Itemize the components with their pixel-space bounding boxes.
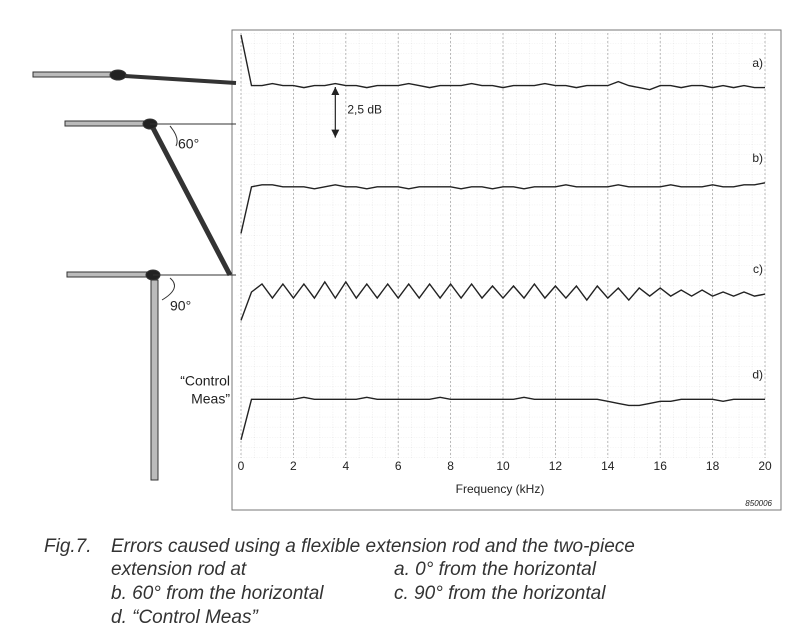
caption-text: Errors caused using a flexible extension…	[111, 536, 635, 557]
trace	[240, 182, 766, 234]
x-tick-label: 2	[290, 459, 297, 473]
trace	[240, 396, 765, 440]
x-tick-label: 10	[496, 459, 510, 473]
caption-label: Fig.7.	[44, 536, 92, 557]
control-label: “Control	[180, 373, 230, 389]
rod-0	[124, 74, 237, 85]
caption-item: c. 90° from the horizontal	[394, 583, 606, 604]
angle-arc	[161, 277, 175, 301]
x-tick-label: 6	[395, 459, 402, 473]
caption-item: b. 60° from the horizontal	[111, 583, 324, 604]
trace-label: b)	[752, 151, 763, 165]
probe-head	[109, 69, 127, 81]
angle-label: 90°	[170, 298, 191, 314]
trace-label: c)	[753, 262, 763, 276]
trace-label: a)	[752, 56, 763, 70]
x-tick-label: 16	[654, 459, 668, 473]
probe-drawings	[32, 69, 237, 481]
x-axis-title: Frequency (kHz)	[456, 482, 545, 496]
probe-90	[66, 271, 153, 278]
x-tick-label: 8	[447, 459, 454, 473]
figure-id: 850006	[745, 499, 772, 508]
trace	[240, 34, 765, 91]
probe-0	[32, 71, 124, 78]
caption-item: d. “Control Meas”	[111, 607, 259, 628]
x-tick-label: 4	[342, 459, 349, 473]
x-tick-label: 12	[549, 459, 563, 473]
rod-60	[150, 126, 233, 277]
control-label: Meas”	[191, 391, 230, 407]
caption-item: a. 0° from the horizontal	[394, 559, 597, 580]
x-tick-label: 0	[238, 459, 245, 473]
probe-60	[64, 120, 151, 127]
angle-label: 60°	[178, 136, 199, 152]
rod-90	[150, 279, 159, 481]
angle-arc	[169, 125, 178, 147]
figure-frame	[231, 29, 782, 511]
caption-text: extension rod at	[111, 559, 247, 580]
x-tick-label: 14	[601, 459, 615, 473]
x-tick-label: 20	[758, 459, 772, 473]
scale-label: 2,5 dB	[347, 102, 382, 116]
trace-label: d)	[752, 367, 763, 381]
x-tick-label: 18	[706, 459, 720, 473]
trace	[240, 280, 766, 321]
